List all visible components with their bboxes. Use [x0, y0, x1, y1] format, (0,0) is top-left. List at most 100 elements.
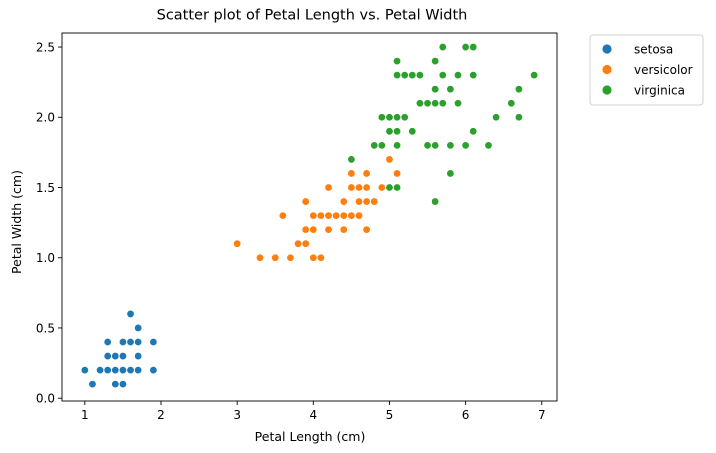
data-point-setosa: [126, 366, 135, 375]
data-point-virginica: [415, 71, 424, 80]
data-point-virginica: [370, 141, 379, 150]
legend-label-virginica: virginica: [634, 83, 685, 97]
x-tick-label: 3: [233, 408, 241, 422]
data-point-virginica: [514, 113, 523, 122]
data-point-setosa: [126, 338, 135, 347]
data-point-virginica: [400, 71, 409, 80]
data-point-virginica: [423, 99, 432, 108]
y-tick-label: 1.5: [36, 181, 55, 195]
data-point-versicolor: [309, 211, 318, 220]
data-point-versicolor: [301, 239, 310, 248]
data-point-versicolor: [362, 183, 371, 192]
data-point-versicolor: [278, 211, 287, 220]
data-point-virginica: [469, 43, 478, 52]
y-tick-label: 0.5: [36, 321, 55, 335]
data-point-setosa: [118, 338, 127, 347]
legend-marker-versicolor: [602, 64, 612, 75]
data-point-setosa: [96, 366, 105, 375]
data-point-versicolor: [354, 197, 363, 206]
data-point-virginica: [393, 141, 402, 150]
y-tick-label: 2.5: [36, 40, 55, 54]
data-point-versicolor: [324, 183, 333, 192]
data-point-virginica: [408, 71, 417, 80]
data-point-setosa: [149, 338, 158, 347]
x-tick-label: 4: [309, 408, 317, 422]
data-point-virginica: [385, 183, 394, 192]
data-point-setosa: [111, 366, 120, 375]
data-point-virginica: [469, 71, 478, 80]
data-point-versicolor: [324, 211, 333, 220]
data-point-versicolor: [301, 225, 310, 234]
legend-label-setosa: setosa: [634, 42, 673, 56]
data-point-virginica: [385, 113, 394, 122]
data-point-versicolor: [332, 211, 341, 220]
data-point-versicolor: [347, 169, 356, 178]
data-point-virginica: [415, 99, 424, 108]
data-point-virginica: [431, 57, 440, 66]
legend-box: [589, 34, 704, 106]
data-point-virginica: [446, 141, 455, 150]
data-point-virginica: [431, 141, 440, 150]
data-point-virginica: [377, 113, 386, 122]
data-point-versicolor: [393, 169, 402, 178]
data-point-versicolor: [354, 183, 363, 192]
data-point-virginica: [530, 71, 539, 80]
data-point-virginica: [507, 99, 516, 108]
data-point-setosa: [149, 366, 158, 375]
data-point-virginica: [393, 113, 402, 122]
data-point-setosa: [103, 338, 112, 347]
data-point-setosa: [134, 323, 143, 332]
x-tick-label: 7: [538, 408, 546, 422]
data-point-versicolor: [316, 253, 325, 262]
data-point-versicolor: [301, 197, 310, 206]
data-point-versicolor: [255, 253, 264, 262]
data-point-setosa: [126, 309, 135, 318]
data-point-versicolor: [362, 169, 371, 178]
data-point-versicolor: [339, 225, 348, 234]
data-point-versicolor: [233, 239, 242, 248]
data-point-versicolor: [385, 155, 394, 164]
data-point-virginica: [492, 113, 501, 122]
x-tick-label: 2: [157, 408, 165, 422]
data-point-virginica: [453, 99, 462, 108]
data-point-versicolor: [324, 225, 333, 234]
data-point-virginica: [385, 127, 394, 136]
data-point-virginica: [453, 71, 462, 80]
data-point-virginica: [431, 197, 440, 206]
data-point-setosa: [118, 380, 127, 389]
data-point-virginica: [377, 141, 386, 150]
data-point-versicolor: [309, 225, 318, 234]
data-point-virginica: [469, 127, 478, 136]
chart-title: Scatter plot of Petal Length vs. Petal W…: [157, 8, 468, 24]
data-point-versicolor: [362, 197, 371, 206]
data-point-versicolor: [294, 239, 303, 248]
data-point-virginica: [408, 127, 417, 136]
data-point-virginica: [514, 85, 523, 94]
data-point-versicolor: [347, 211, 356, 220]
y-tick-label: 1.0: [36, 251, 55, 265]
legend-label-versicolor: versicolor: [634, 63, 693, 77]
data-point-setosa: [103, 366, 112, 375]
data-point-versicolor: [271, 253, 280, 262]
y-axis-label: Petal Width (cm): [9, 170, 24, 274]
legend-marker-virginica: [602, 85, 612, 95]
data-point-virginica: [393, 183, 402, 192]
data-point-virginica: [423, 141, 432, 150]
x-tick-label: 5: [386, 408, 394, 422]
plot-area-frame: [61, 32, 558, 402]
data-point-versicolor: [339, 197, 348, 206]
data-point-setosa: [118, 352, 127, 361]
data-point-setosa: [134, 352, 143, 361]
data-point-versicolor: [370, 197, 379, 206]
x-axis-label: Petal Length (cm): [255, 429, 366, 444]
data-point-virginica: [446, 85, 455, 94]
data-point-virginica: [393, 71, 402, 80]
data-point-versicolor: [362, 225, 371, 234]
data-point-virginica: [431, 99, 440, 108]
data-point-setosa: [134, 338, 143, 347]
data-point-virginica: [438, 43, 447, 52]
data-point-setosa: [111, 352, 120, 361]
data-point-versicolor: [309, 253, 318, 262]
y-tick-label: 2.0: [36, 111, 55, 125]
x-tick-label: 1: [81, 408, 89, 422]
